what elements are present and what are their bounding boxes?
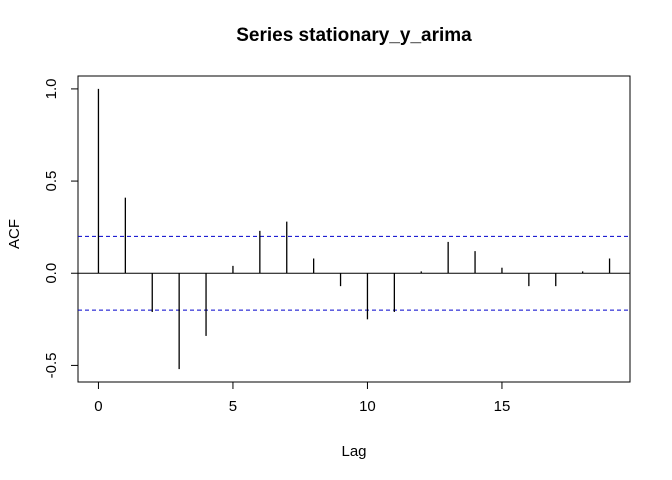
x-tick-label: 5 [229, 398, 237, 415]
x-tick-label: 15 [494, 398, 511, 415]
chart-title: Series stationary_y_arima [236, 25, 472, 46]
x-axis-label: Lag [341, 443, 366, 460]
x-axis: 0 5 10 15 [94, 381, 511, 415]
y-axis-label: ACF [6, 219, 23, 249]
x-tick-label: 10 [359, 398, 376, 415]
x-tick-label: 0 [94, 398, 102, 415]
y-tick-label: 1.0 [43, 78, 60, 99]
y-axis: -0.5 0.0 0.5 1.0 [43, 78, 79, 378]
y-tick-label: -0.5 [43, 352, 60, 378]
y-tick-label: 0.5 [43, 171, 60, 192]
y-tick-label: 0.0 [43, 263, 60, 284]
reference-lines [78, 235, 630, 311]
acf-bars [97, 88, 611, 370]
